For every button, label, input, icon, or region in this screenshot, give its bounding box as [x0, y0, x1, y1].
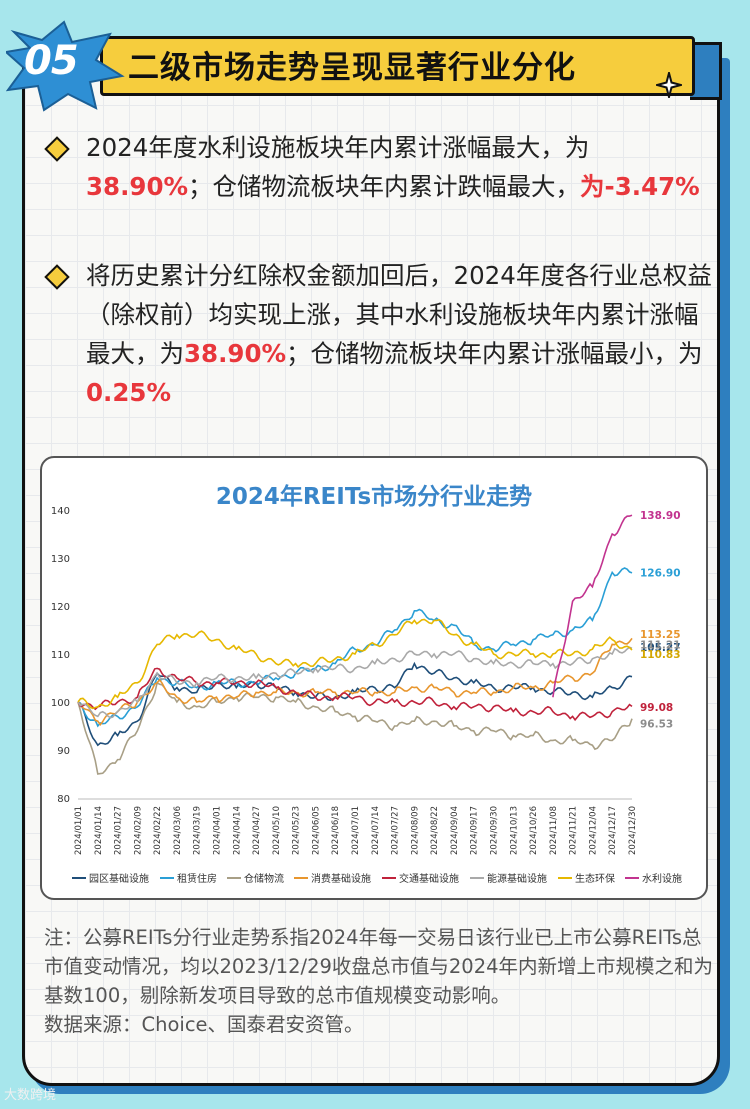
x-tick-label: 2024/03/19 [193, 806, 203, 855]
x-tick-label: 2024/05/10 [272, 806, 282, 855]
bullet-paragraph-1: 2024年度水利设施板块年内累计涨幅最大，为 38.90%；仓储物流板块年内累计跌… [86, 128, 714, 206]
series-line [77, 646, 633, 719]
sparkle-icon [656, 72, 682, 98]
x-tick-label: 2024/07/14 [371, 806, 381, 855]
chart-title: 2024年REITs市场分行业走势 [216, 483, 532, 510]
series-line [552, 514, 633, 698]
x-tick-label: 2024/11/21 [569, 806, 579, 855]
banner-accent [690, 42, 722, 100]
industry-trend-chart: 2024年REITs市场分行业走势 80 90 100 110 120 130 140 2024… [51, 483, 682, 885]
legend-label: 园区基础设施 [89, 872, 149, 885]
series-end-label: 99.08 [640, 702, 673, 714]
bullet-text: 2024年度水利设施板块年内累计涨幅最大，为 [86, 133, 590, 162]
footnote: 注：公募REITs分行业走势系指2024年每一交易日该行业已上市公募REITs总… [44, 923, 714, 1039]
y-tick-label: 100 [51, 698, 70, 709]
section-number: 05 [24, 38, 79, 84]
legend-label: 生态环保 [575, 872, 615, 885]
x-tick-label: 2024/04/01 [213, 806, 223, 855]
y-tick-label: 140 [51, 506, 70, 517]
x-tick-label: 2024/08/22 [430, 806, 440, 855]
x-tick-label: 2024/07/01 [351, 806, 361, 855]
highlight-value: 0.25% [86, 378, 171, 407]
x-tick-label: 2024/12/17 [608, 806, 618, 855]
banner-title: 二级市场走势呈现显著行业分化 [128, 50, 576, 86]
x-tick-label: 2024/02/09 [133, 806, 143, 855]
x-tick-label: 2024/01/01 [74, 806, 84, 855]
series-end-label: 126.90 [640, 567, 681, 579]
y-tick-label: 90 [57, 746, 70, 757]
legend-label: 交通基础设施 [399, 872, 459, 885]
legend-label: 仓储物流 [244, 872, 284, 885]
x-tick-label: 2024/08/09 [410, 806, 420, 855]
x-tick-label: 2024/03/06 [173, 806, 183, 855]
highlight-value: 38.90% [184, 339, 287, 368]
x-tick-label: 2024/10/26 [529, 806, 539, 855]
bullet-text: ；仓储物流板块年内累计跌幅最大， [188, 172, 581, 201]
series-line [77, 567, 633, 728]
y-tick-label: 80 [57, 794, 70, 805]
x-tick-label: 2024/12/30 [628, 806, 638, 855]
x-tick-label: 2024/04/27 [252, 806, 262, 855]
badge-starburst-icon [6, 20, 125, 112]
legend-label: 消费基础设施 [311, 872, 371, 885]
legend-label: 水利设施 [642, 872, 682, 885]
series-line [77, 618, 633, 710]
y-tick-label: 110 [51, 650, 70, 661]
highlight-value: 为-3.47% [580, 172, 700, 201]
series-line [77, 661, 633, 747]
x-tick-label: 2024/01/27 [114, 806, 124, 855]
y-tick-label: 120 [51, 602, 70, 613]
series-end-label: 113.25 [640, 629, 681, 641]
title-banner [100, 36, 695, 96]
series-end-label: 138.90 [640, 510, 681, 522]
x-tick-label: 2024/09/04 [450, 806, 460, 855]
bullet-text: ；仓储物流板块年内累计涨幅最小，为 [286, 339, 703, 368]
bullet-paragraph-2: 将历史累计分红除权金额加回后，2024年度各行业总权益（除权前）均实现上涨，其中… [86, 256, 714, 412]
x-tick-label: 2024/09/17 [470, 806, 480, 855]
x-tick-label: 2024/05/23 [292, 806, 302, 855]
highlight-value: 38.90% [86, 172, 189, 201]
x-tick-label: 2024/10/13 [509, 806, 519, 855]
bullet-text: 将历史累计分红除权金额加回后，2024年度各行业总权益（除权前）均实现上涨，其中… [86, 261, 712, 368]
footnote-text: 注：公募REITs分行业走势系指2024年每一交易日该行业已上市公募REITs总… [44, 926, 714, 1007]
series-end-label: 110.83 [640, 649, 681, 661]
y-tick-label: 130 [51, 554, 70, 565]
series-end-label: 96.53 [640, 719, 673, 731]
chart-panel: 2024年REITs市场分行业走势 80 90 100 110 120 130 140 2024… [40, 456, 708, 900]
x-tick-label: 2024/06/05 [311, 806, 321, 855]
x-tick-label: 2024/09/30 [490, 806, 500, 855]
series-end-label: 111.21 [640, 639, 681, 651]
series-line [77, 681, 633, 775]
x-tick-label: 2024/12/04 [588, 806, 598, 855]
series-line [77, 637, 633, 727]
x-tick-label: 2024/02/22 [153, 806, 163, 855]
x-tick-label: 2024/04/14 [232, 806, 242, 855]
watermark: 大数跨境 [4, 1088, 57, 1103]
legend-label: 租赁住房 [177, 872, 217, 885]
x-tick-label: 2024/06/18 [331, 806, 341, 855]
legend-label: 能源基础设施 [487, 872, 547, 885]
x-tick-label: 2024/07/27 [391, 806, 401, 855]
x-tick-label: 2024/01/14 [94, 806, 104, 855]
source-text: 数据来源：Choice、国泰君安资管。 [44, 1013, 364, 1036]
series-end-label: 105.27 [640, 642, 681, 654]
x-tick-label: 2024/11/08 [549, 806, 559, 855]
